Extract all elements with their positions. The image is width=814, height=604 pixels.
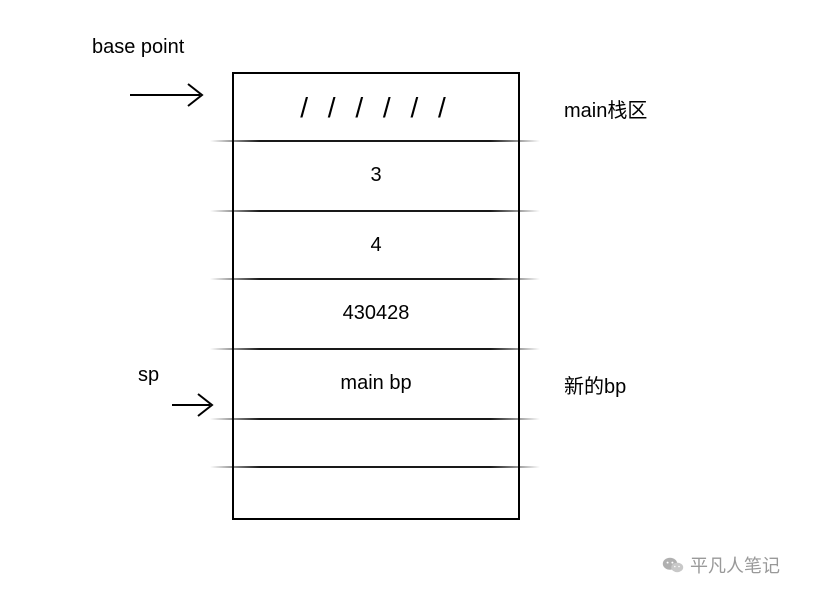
cell-val3: 430428 [234, 302, 518, 325]
watermark: 平凡人笔记 [662, 552, 780, 578]
divider-5 [210, 418, 540, 420]
hatch-row: / / / / / / [234, 92, 518, 124]
cell-val4: main bp [234, 372, 518, 395]
divider-2 [210, 210, 540, 212]
wechat-icon [662, 556, 684, 574]
divider-3 [210, 278, 540, 280]
divider-6 [210, 466, 540, 468]
divider-4 [210, 348, 540, 350]
label-new-bp: 新的bp [564, 370, 626, 399]
label-sp: sp [138, 364, 159, 387]
cell-val2: 4 [234, 234, 518, 257]
watermark-text: 平凡人笔记 [690, 552, 780, 578]
arrow-bottom-icon [168, 390, 224, 420]
divider-1 [210, 140, 540, 142]
label-base-point: base point [92, 36, 184, 59]
label-main-stack: main栈区 [564, 94, 647, 123]
cell-val1: 3 [234, 164, 518, 187]
arrow-top-icon [126, 80, 216, 110]
